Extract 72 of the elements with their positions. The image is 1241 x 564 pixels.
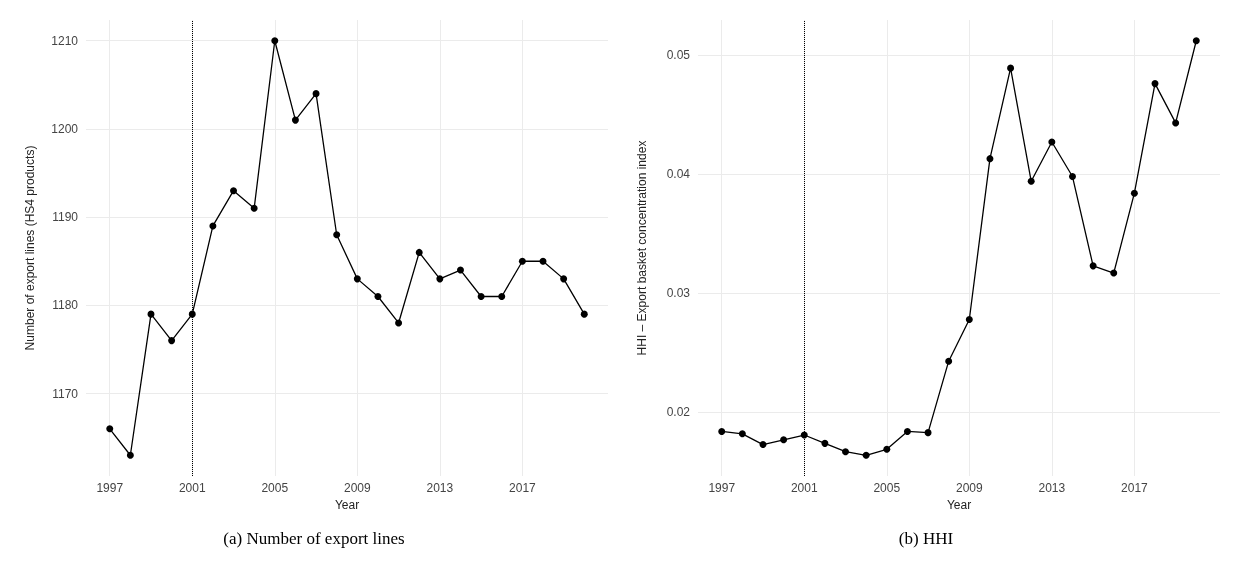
point — [374, 293, 382, 301]
point — [395, 319, 403, 327]
point — [1172, 119, 1180, 127]
x-tick-label: 2017 — [509, 481, 537, 495]
y-tick-label: 1190 — [52, 210, 79, 225]
point — [456, 266, 464, 274]
y-axis-title: Number of export lines (HS4 products) — [23, 145, 37, 351]
point — [518, 257, 526, 265]
point — [965, 315, 973, 323]
y-tick-label: 1180 — [52, 298, 79, 313]
x-axis-title: Year — [334, 497, 360, 512]
point — [1130, 189, 1138, 197]
point — [780, 436, 788, 444]
point — [271, 37, 279, 45]
y-tick-label: 0.03 — [666, 286, 691, 301]
point — [862, 451, 870, 459]
point — [1110, 269, 1118, 277]
point — [924, 429, 932, 437]
x-tick-label: 1997 — [708, 481, 736, 495]
point — [106, 425, 114, 433]
y-tick-label: 1170 — [52, 386, 79, 401]
point — [353, 275, 361, 283]
point — [1048, 138, 1056, 146]
point — [986, 155, 994, 163]
point — [250, 204, 258, 212]
y-axis-title: HHI – Export basket concentration index — [635, 140, 649, 356]
x-tick-label: 2001 — [790, 481, 818, 495]
text: (b) HHI — [898, 529, 954, 548]
point — [759, 441, 767, 449]
point — [560, 275, 568, 283]
point — [498, 293, 506, 301]
point — [291, 116, 299, 124]
point — [333, 231, 341, 239]
point — [539, 257, 547, 265]
x-tick-label: 2009 — [343, 481, 371, 495]
y-tick-label: 0.05 — [666, 48, 691, 63]
x-axis-title: Year — [946, 497, 972, 512]
point — [1027, 177, 1035, 185]
x-tick-label: 2013 — [426, 481, 454, 495]
point — [1089, 262, 1097, 270]
x-tick-label: 1997 — [96, 481, 124, 495]
point — [842, 448, 850, 456]
point — [1192, 37, 1200, 45]
point — [436, 275, 444, 283]
y-tick-label: 1210 — [51, 33, 79, 48]
point — [168, 337, 176, 345]
text: (a) Number of export lines — [223, 529, 405, 548]
point — [580, 310, 588, 318]
y-tick-label: 0.04 — [666, 167, 691, 182]
point — [477, 293, 485, 301]
point — [126, 451, 134, 459]
x-tick-label: 2017 — [1121, 481, 1149, 495]
point — [1007, 64, 1015, 72]
point — [1068, 173, 1076, 181]
point — [821, 439, 829, 447]
x-tick-label: 2005 — [873, 481, 901, 495]
point — [883, 445, 891, 453]
x-tick-label: 2013 — [1038, 481, 1066, 495]
point — [945, 357, 953, 365]
y-tick-label: 0.02 — [666, 405, 691, 420]
point — [209, 222, 217, 230]
point — [738, 430, 746, 438]
x-tick-label: 2005 — [261, 481, 289, 495]
y-tick-label: 1200 — [51, 121, 79, 136]
point — [718, 427, 726, 435]
point — [903, 427, 911, 435]
point — [312, 90, 320, 98]
point — [230, 187, 238, 195]
x-tick-label: 2001 — [178, 481, 206, 495]
x-tick-label: 2009 — [955, 481, 983, 495]
point — [415, 248, 423, 256]
point — [1151, 80, 1159, 88]
